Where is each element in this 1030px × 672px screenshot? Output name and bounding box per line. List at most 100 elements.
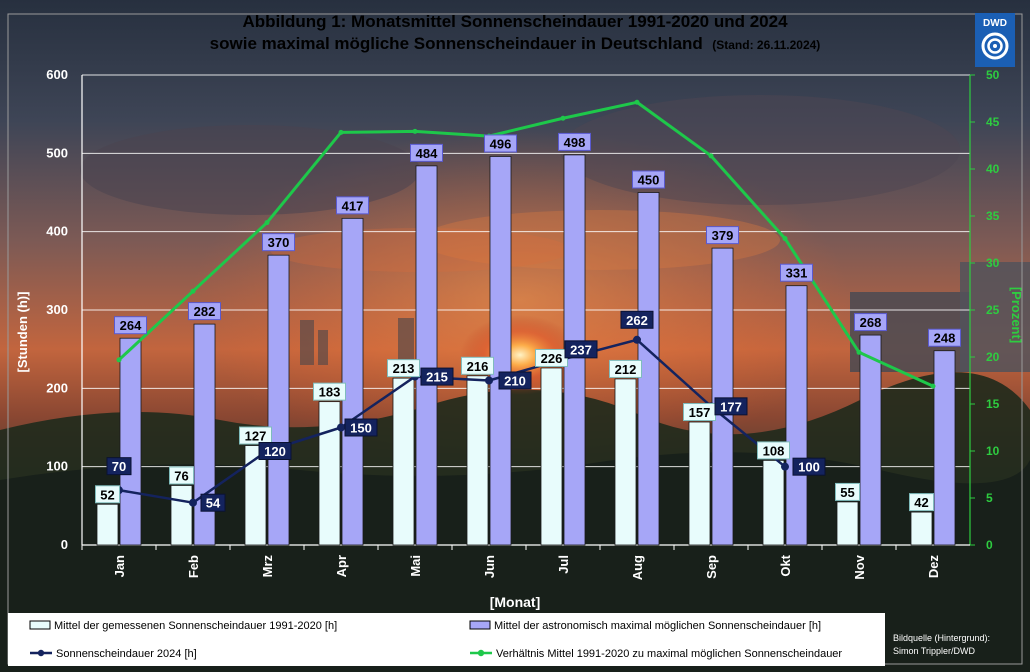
label-mean-Sep: 157 [689,405,711,420]
label-max-Mrz-box [262,233,295,252]
y2-tick-label-0: 0 [986,538,993,552]
bar-mean-Nov [836,501,859,546]
label-mean-Jan-box [95,485,120,504]
x-tick-label-Nov: Nov [852,554,867,579]
label-mean-Mrz-box [239,426,272,445]
label-max-Okt-box [780,263,813,282]
chart-title-line-2: sowie maximal mögliche Sonnenscheindauer… [210,34,821,53]
bar-mean-Okt [762,459,785,546]
point-2024-Okt [781,462,789,471]
x-tick-label-Mai: Mai [408,555,423,577]
label-mean-Jan: 52 [100,487,114,502]
label-max-Apr-box [336,196,369,215]
line-ratio [117,100,934,388]
chart-title-main: sowie maximal mögliche Sonnenscheindauer… [210,34,703,53]
label-2024-Okt-box [792,457,826,476]
label-mean-Nov-box [835,482,860,501]
y2-tick-label-20: 20 [986,350,1000,364]
legend: Mittel der gemessenen Sonnenscheindauer … [8,613,885,666]
point-2024-Apr [337,423,345,432]
label-mean-Aug: 212 [615,362,637,377]
point-ratio-Apr [338,129,344,135]
label-2024-Feb: 54 [206,496,221,511]
axes: 0 100 200 300 400 500 600 0 5 10 15 20 25 30 35 40 45 50 J… [46,67,999,580]
legend-label-max-possible: Mittel der astronomisch maximal mögliche… [494,620,821,632]
legend-label-sunshine-2024: Sonnenscheindauer 2024 [h] [56,648,197,660]
label-max-Aug: 450 [638,173,660,188]
point-2024-Feb [189,498,197,507]
label-max-Jul: 498 [564,135,586,150]
point-ratio-Mrz [264,220,270,226]
bar-mean-Jan [96,503,119,546]
image-credit-line-1: Bildquelle (Hintergrund): [893,633,991,643]
bar-max-Sep [711,247,734,546]
bars [96,154,956,546]
label-max-Okt: 331 [786,266,808,281]
y2-tick-label-40: 40 [986,162,1000,176]
label-2024-Mrz-box [258,442,292,460]
y-tick-label-600: 600 [46,67,68,82]
bar-max-Apr [341,217,364,546]
y-axis-title: [Stunden (h)] [15,292,30,373]
label-mean-Mai-box [387,359,420,378]
label-mean-Feb-box [169,466,194,485]
label-mean-Jul: 226 [541,351,563,366]
bar-mean-Apr [318,401,341,546]
label-mean-Mrz: 127 [245,429,267,444]
x-tick-label-Mrz: Mrz [260,555,275,578]
legend-label-mean-measured: Mittel der gemessenen Sonnenscheindauer … [54,620,337,632]
y-tick-label-200: 200 [46,380,68,395]
y2-tick-label-10: 10 [986,444,1000,458]
label-max-Mrz: 370 [268,235,290,250]
bar-max-Jan [119,337,142,546]
label-max-Apr: 417 [342,198,364,213]
y2-tick-label-45: 45 [986,115,1000,129]
label-mean-Nov: 55 [840,485,854,500]
bar-mean-Jul [540,367,563,546]
legend-item-ratio: Verhältnis Mittel 1991-2020 zu maximal m… [470,648,842,660]
point-ratio-Jan [116,357,122,363]
bar-mean-Aug [614,378,637,546]
x-tick-label-Aug: Aug [630,555,645,580]
label-2024-Jun: 210 [504,374,526,389]
label-2024-Feb-box [200,493,226,512]
x-tick-label-Sep: Sep [704,555,719,579]
legend-label-ratio: Verhältnis Mittel 1991-2020 zu maximal m… [496,648,842,660]
label-2024-Aug-box [620,310,654,329]
point-ratio-Jul [560,115,566,121]
label-mean-Aug-box [609,359,642,378]
label-2024-Sep: 177 [720,399,742,414]
legend-item-mean-measured: Mittel der gemessenen Sonnenscheindauer … [29,620,337,632]
point-2024-Aug [633,335,641,344]
label-max-Mai-box [410,143,443,162]
point-ratio-Mai [412,128,418,134]
label-mean-Apr-box [313,382,346,401]
label-2024-Jan-box [106,457,132,476]
chart-title-line-1: Abbildung 1: Monatsmittel Sonnenscheinda… [242,12,788,31]
x-tick-label-Jul: Jul [556,555,571,574]
dwd-spiral-icon [981,32,1009,60]
x-tick-label-Jun: Jun [482,555,497,578]
image-credit: Bildquelle (Hintergrund): Simon Trippler… [893,632,1025,658]
y2-tick-label-15: 15 [986,397,1000,411]
label-2024-Mrz: 120 [264,444,286,459]
label-2024-Jun-box [498,371,532,390]
label-2024-Jul-box [564,340,598,359]
label-max-Sep: 379 [712,228,734,243]
x-axis-title: [Monat] [490,594,541,610]
point-ratio-Feb [190,288,196,294]
bar-max-Mrz [267,254,290,546]
bar-max-Dez [933,350,956,546]
dwd-logo: DWD [975,13,1015,67]
label-mean-Feb: 76 [174,468,188,483]
label-max-Feb-box [188,302,221,321]
bar-max-Jun [489,156,512,546]
bar-max-Mai [415,165,438,546]
label-mean-Dez: 42 [914,495,928,510]
point-ratio-Nov [856,349,862,355]
x-tick-label-Feb: Feb [186,555,201,578]
label-max-Jan: 264 [120,318,142,333]
label-max-Feb: 282 [194,304,216,319]
